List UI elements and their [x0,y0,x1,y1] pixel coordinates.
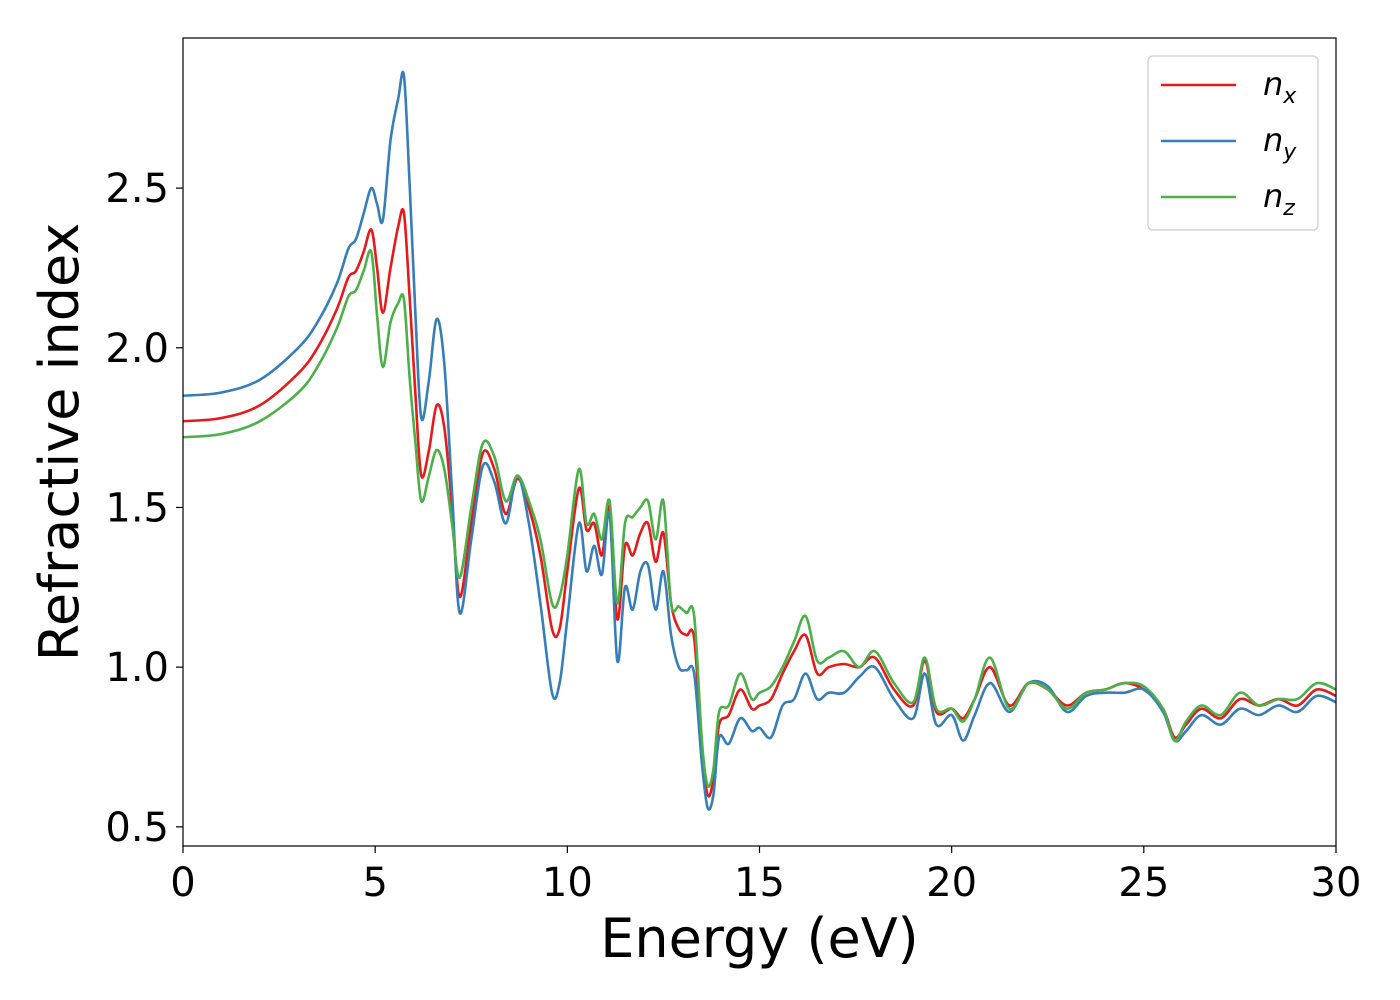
y-tick-label: 2.0 [105,326,169,372]
y-axis-ticks: 0.5 1.0 1.5 2.0 2.5 [105,166,183,851]
x-axis-title: Energy (eV) [600,907,919,970]
x-tick-label: 25 [1118,860,1169,906]
series-line-n-z [182,249,1337,788]
x-tick-label: 15 [734,860,785,906]
y-axis-title: Refractive index [28,223,91,662]
series-layer [182,70,1337,811]
x-tick-label: 5 [362,860,387,906]
y-tick-label: 2.5 [105,166,169,212]
x-tick-label: 30 [1311,860,1362,906]
y-tick-label: 1.5 [105,485,169,531]
series-line-n-y [182,70,1337,811]
legend-label: ny [1263,121,1297,165]
legend-box [1147,55,1319,231]
y-tick-label: 1.0 [105,645,169,691]
x-tick-label: 0 [170,860,195,906]
legend-label: nx [1263,65,1297,109]
y-tick-label: 0.5 [105,805,169,851]
x-axis-ticks: 0 5 10 15 20 25 30 [170,846,1361,906]
legend-label: nz [1263,177,1295,221]
legend: nx ny nz [1147,55,1319,231]
x-tick-label: 10 [542,860,593,906]
x-tick-label: 20 [926,860,977,906]
